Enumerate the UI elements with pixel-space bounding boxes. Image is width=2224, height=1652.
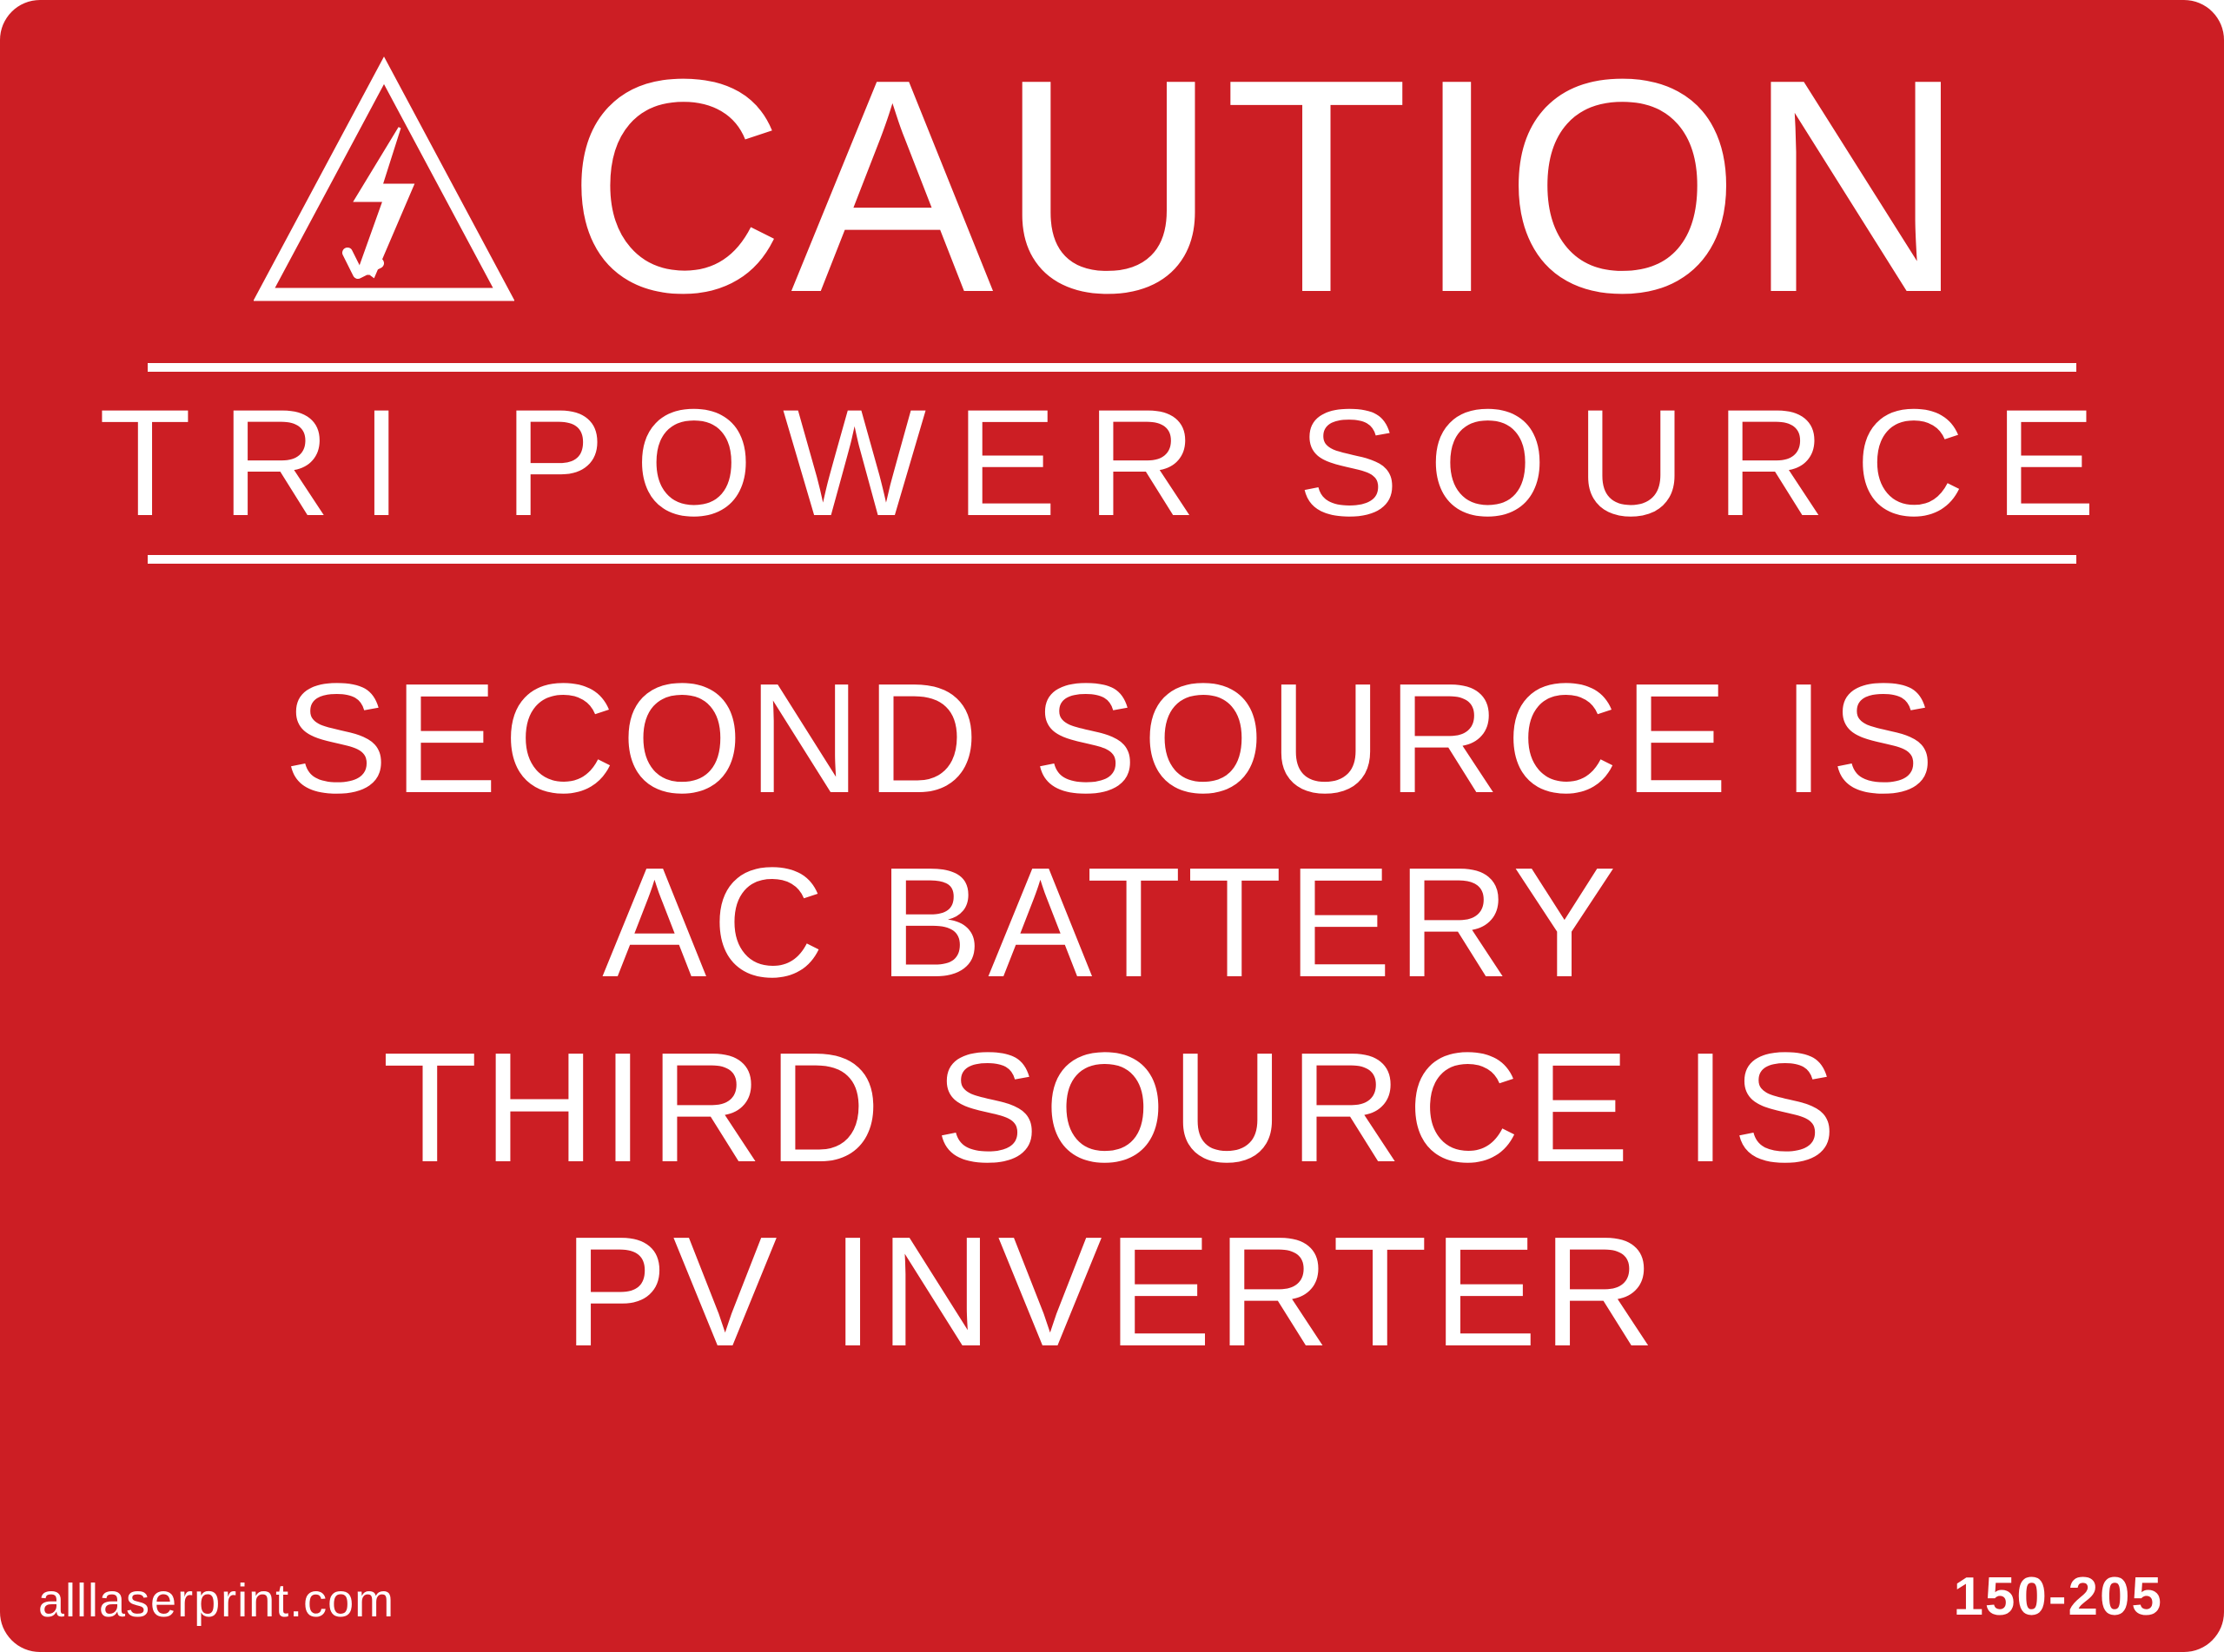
divider-top — [148, 363, 2076, 372]
divider-bottom — [148, 555, 2076, 564]
footer-right: 150-205 — [1953, 1566, 2163, 1628]
body-line-1: SECOND SOURCE IS — [284, 647, 1940, 831]
footer-left: alllaserprint.com — [38, 1574, 394, 1628]
body-line-3: THIRD SOURCE IS — [284, 1016, 1940, 1200]
header-row: CAUTION — [254, 35, 1971, 339]
caution-sign: CAUTION TRI POWER SOURCE SECOND SOURCE I… — [0, 0, 2224, 1652]
body-line-2: AC BATTERY — [284, 831, 1940, 1015]
body-text: SECOND SOURCE IS AC BATTERY THIRD SOURCE… — [284, 647, 1940, 1385]
subtitle: TRI POWER SOURCE — [99, 387, 2126, 539]
body-line-4: PV INVERTER — [284, 1200, 1940, 1384]
header-title: CAUTION — [566, 35, 1971, 339]
electrical-hazard-icon — [254, 55, 514, 320]
